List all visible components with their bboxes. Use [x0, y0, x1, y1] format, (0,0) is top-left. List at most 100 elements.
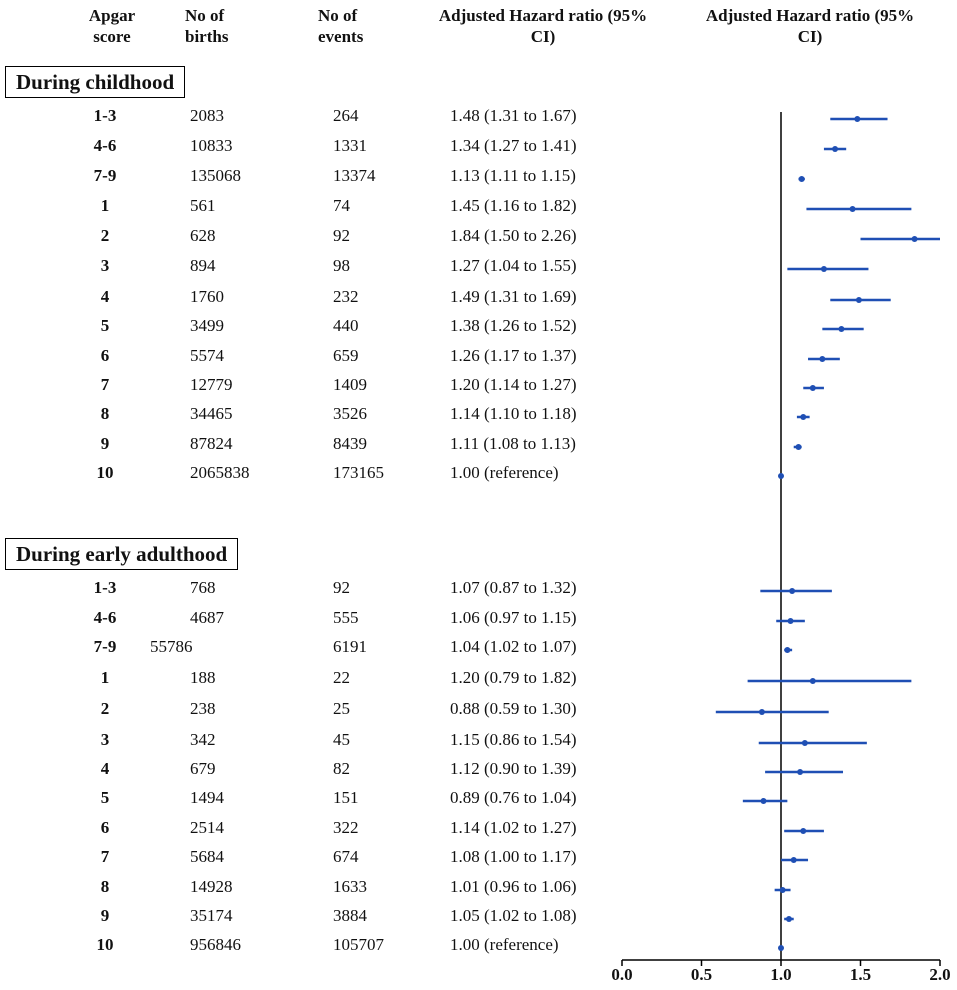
row-events: 440 — [333, 316, 359, 335]
row-births: 10833 — [190, 136, 233, 155]
hr-point — [911, 236, 918, 242]
header-events: No of events — [318, 6, 364, 46]
row-events: 74 — [333, 196, 350, 215]
row-hazard-ratio: 1.26 (1.17 to 1.37) — [450, 346, 577, 365]
row-events: 92 — [333, 578, 350, 597]
hr-point — [798, 176, 805, 182]
hr-point — [787, 618, 794, 624]
hr-point — [854, 116, 861, 122]
row-births: 135068 — [190, 166, 241, 185]
row-apgar-score: 4-6 — [93, 608, 117, 627]
row-apgar-score: 6 — [100, 818, 110, 837]
row-births: 2065838 — [190, 463, 250, 482]
hr-point — [855, 297, 862, 303]
row-events: 82 — [333, 759, 350, 778]
header-apgar: Apgar score — [88, 6, 136, 46]
row-hazard-ratio: 1.49 (1.31 to 1.69) — [450, 287, 577, 306]
row-apgar-score: 4 — [100, 759, 110, 778]
row-births: 956846 — [190, 935, 241, 954]
x-tick-label: 1.5 — [849, 965, 872, 984]
row-hazard-ratio: 1.48 (1.31 to 1.67) — [450, 106, 577, 125]
row-events: 659 — [333, 346, 359, 365]
row-events: 13374 — [333, 166, 376, 185]
section-title-childhood: During childhood — [5, 66, 186, 98]
row-hazard-ratio: 1.84 (1.50 to 2.26) — [450, 226, 577, 245]
row-births: 238 — [190, 699, 216, 718]
hr-point — [801, 740, 808, 746]
hr-point — [800, 828, 807, 834]
row-births: 35174 — [190, 906, 233, 925]
row-apgar-score: 1 — [100, 668, 110, 687]
row-apgar-score: 5 — [100, 788, 110, 807]
hr-point — [758, 709, 765, 715]
row-apgar-score: 7-9 — [93, 637, 117, 656]
row-events: 8439 — [333, 434, 367, 453]
row-apgar-score: 6 — [100, 346, 110, 365]
row-hazard-ratio: 1.14 (1.02 to 1.27) — [450, 818, 577, 837]
hr-point — [778, 945, 784, 951]
row-events: 3526 — [333, 404, 367, 423]
row-hazard-ratio: 1.11 (1.08 to 1.13) — [450, 434, 576, 453]
row-hazard-ratio: 1.08 (1.00 to 1.17) — [450, 847, 577, 866]
hr-point — [790, 857, 797, 863]
row-events: 1331 — [333, 136, 367, 155]
row-hazard-ratio: 1.07 (0.87 to 1.32) — [450, 578, 577, 597]
hr-point — [797, 769, 804, 775]
row-hazard-ratio: 1.45 (1.16 to 1.82) — [450, 196, 577, 215]
hr-point — [820, 266, 827, 272]
row-births: 679 — [190, 759, 216, 778]
hr-point — [760, 798, 767, 804]
row-hazard-ratio: 1.15 (0.86 to 1.54) — [450, 730, 577, 749]
row-apgar-score: 4 — [100, 287, 110, 306]
row-events: 151 — [333, 788, 359, 807]
row-hazard-ratio: 1.20 (0.79 to 1.82) — [450, 668, 577, 687]
x-tick-label: 2.0 — [929, 965, 951, 984]
row-apgar-score: 5 — [100, 316, 110, 335]
row-births: 1760 — [190, 287, 224, 306]
hr-point — [795, 444, 802, 450]
row-births: 5574 — [190, 346, 224, 365]
hr-point — [778, 473, 784, 479]
row-apgar-score: 8 — [100, 877, 110, 896]
row-hazard-ratio: 1.00 (reference) — [450, 463, 559, 482]
row-births: 12779 — [190, 375, 233, 394]
hr-point — [819, 356, 826, 362]
row-apgar-score: 4-6 — [93, 136, 117, 155]
row-hazard-ratio: 1.05 (1.02 to 1.08) — [450, 906, 577, 925]
row-births: 1494 — [190, 788, 224, 807]
row-births: 561 — [190, 196, 216, 215]
row-hazard-ratio: 1.00 (reference) — [450, 935, 559, 954]
row-births: 2514 — [190, 818, 224, 837]
row-apgar-score: 7 — [100, 847, 110, 866]
row-apgar-score: 9 — [100, 906, 110, 925]
row-apgar-score: 1-3 — [93, 578, 117, 597]
row-events: 674 — [333, 847, 359, 866]
section-title-early-adulthood: During early adulthood — [5, 538, 239, 570]
row-events: 173165 — [333, 463, 384, 482]
row-apgar-score: 3 — [100, 256, 110, 275]
row-births: 3499 — [190, 316, 224, 335]
row-hazard-ratio: 1.01 (0.96 to 1.06) — [450, 877, 577, 896]
row-births: 14928 — [190, 877, 233, 896]
row-events: 105707 — [333, 935, 384, 954]
row-births: 34465 — [190, 404, 233, 423]
row-apgar-score: 10 — [96, 463, 114, 482]
hr-point — [784, 647, 791, 653]
row-events: 322 — [333, 818, 359, 837]
row-apgar-score: 10 — [96, 935, 114, 954]
row-apgar-score: 3 — [100, 730, 110, 749]
row-events: 264 — [333, 106, 359, 125]
row-births: 342 — [190, 730, 216, 749]
row-events: 555 — [333, 608, 359, 627]
hr-point — [785, 916, 792, 922]
row-apgar-score: 2 — [100, 226, 110, 245]
row-hazard-ratio: 0.88 (0.59 to 1.30) — [450, 699, 577, 718]
hr-point — [789, 588, 796, 594]
row-events: 92 — [333, 226, 350, 245]
row-events: 232 — [333, 287, 359, 306]
row-births: 4687 — [190, 608, 224, 627]
hr-point — [832, 146, 839, 152]
row-hazard-ratio: 1.04 (1.02 to 1.07) — [450, 637, 577, 656]
row-apgar-score: 1-3 — [93, 106, 117, 125]
hr-point — [779, 887, 786, 893]
